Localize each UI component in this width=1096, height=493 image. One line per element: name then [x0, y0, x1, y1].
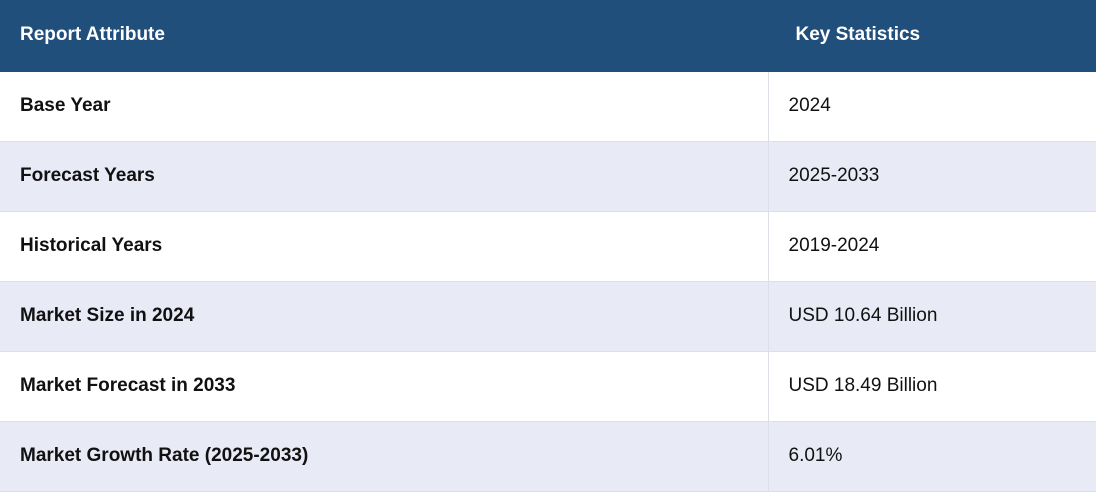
value-cell: USD 10.64 Billion — [767, 281, 1096, 352]
table-row: Market Forecast in 2033 USD 18.49 Billion — [0, 351, 1096, 422]
header-cell: Report Attribute — [0, 0, 769, 72]
table-row: Market Growth Rate (2025-2033) 6.01% — [0, 421, 1096, 492]
attribute-cell: Forecast Years — [0, 141, 769, 212]
attribute-cell: Base Year — [0, 71, 769, 142]
table-row: Forecast Years 2025-2033 — [0, 141, 1096, 212]
table-body: Base Year 2024 Forecast Years 2025-2033 Hist… — [0, 71, 1096, 492]
value-cell: 2025-2033 — [767, 141, 1096, 212]
attribute-cell: Historical Years — [0, 211, 769, 282]
table-row: Market Size in 2024 USD 10.64 Billion — [0, 281, 1096, 352]
value-cell: 6.01% — [767, 421, 1096, 492]
value-cell: 2019-2024 — [767, 211, 1096, 282]
table-row: Base Year 2024 — [0, 71, 1096, 142]
attribute-cell: Market Forecast in 2033 — [0, 351, 769, 422]
attribute-cell: Market Size in 2024 — [0, 281, 769, 352]
value-cell: 2024 — [767, 71, 1096, 142]
header-row: Report Attribute Key Statistics — [0, 0, 1096, 72]
header-cell: Key Statistics — [767, 0, 1096, 72]
table-row: Historical Years 2019-2024 — [0, 211, 1096, 282]
value-cell: USD 18.49 Billion — [767, 351, 1096, 422]
attribute-cell: Market Growth Rate (2025-2033) — [0, 421, 769, 492]
